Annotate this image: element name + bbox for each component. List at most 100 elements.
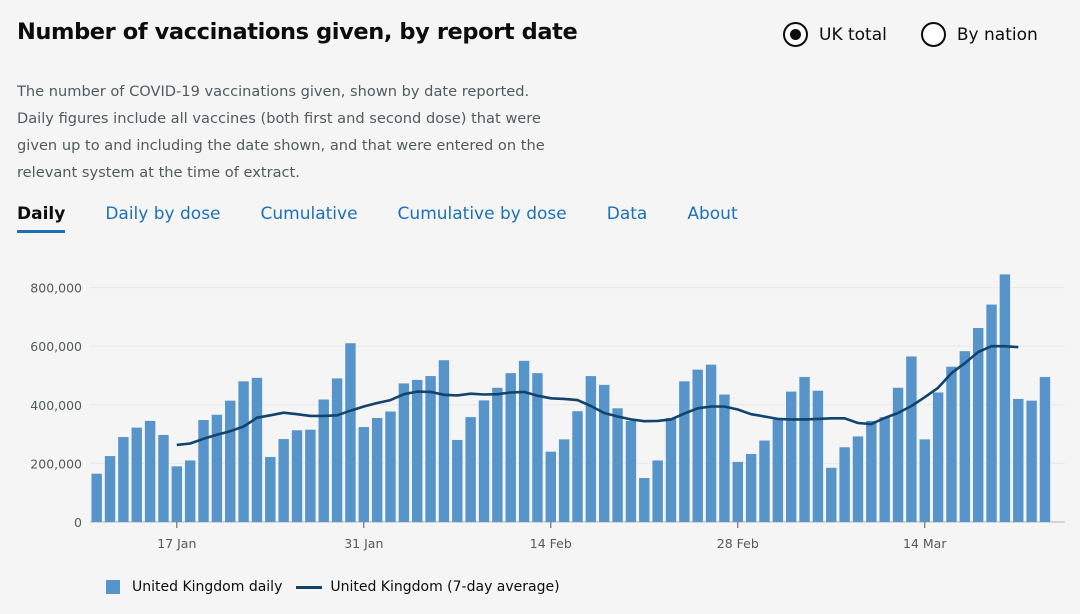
- bar: [184, 460, 196, 522]
- tab-about[interactable]: About: [687, 204, 738, 224]
- bar: [652, 460, 663, 522]
- bar: [719, 394, 730, 522]
- bar: [679, 381, 690, 522]
- average-line: [176, 344, 1019, 447]
- bar: [732, 461, 743, 522]
- page-title: Number of vaccinations given, by report …: [17, 19, 578, 45]
- bar: [879, 417, 890, 522]
- bar: [839, 447, 850, 522]
- bar: [438, 360, 450, 522]
- bar: [318, 399, 329, 522]
- bar: [305, 429, 316, 522]
- bar: [278, 439, 289, 522]
- x-tick-label: 31 Jan: [344, 536, 383, 551]
- bar: [158, 434, 169, 522]
- y-tick-label: 0: [74, 515, 82, 530]
- x-tick-label: 14 Mar: [903, 536, 947, 551]
- bar: [612, 408, 623, 522]
- bar: [772, 419, 784, 522]
- bar: [331, 378, 343, 522]
- radio-checked-icon: [783, 22, 808, 47]
- x-tick-label: 14 Feb: [530, 536, 572, 551]
- bar-swatch-icon: [106, 580, 120, 594]
- bar: [705, 364, 717, 522]
- bar: [639, 478, 650, 522]
- bar: [625, 420, 637, 522]
- bar: [465, 417, 476, 522]
- x-tick-label: 17 Jan: [157, 536, 196, 551]
- bar: [505, 373, 516, 522]
- bar: [478, 400, 490, 522]
- bar: [812, 390, 824, 522]
- bar: [198, 420, 209, 522]
- bar: [532, 373, 543, 522]
- legend-label-daily: United Kingdom daily: [132, 579, 283, 595]
- bar: [371, 417, 383, 522]
- bar: [425, 376, 436, 522]
- vaccinations-chart: 0 200,000 400,000 600,000 800,000 17 Jan 31 Ja…: [30, 274, 1065, 551]
- y-tick-label: 400,000: [30, 398, 82, 413]
- bar: [398, 383, 410, 522]
- bar: [826, 467, 837, 522]
- bar: [785, 391, 797, 522]
- tab-daily-by-dose[interactable]: Daily by dose: [105, 204, 221, 224]
- bar: [906, 356, 917, 522]
- bar: [251, 377, 263, 522]
- bar: [104, 456, 116, 522]
- bar: [211, 414, 223, 522]
- bar: [599, 384, 610, 522]
- bar: [799, 376, 810, 522]
- radio-unchecked-icon: [920, 22, 946, 47]
- bar: [492, 387, 503, 522]
- bar: [946, 366, 957, 522]
- bar: [171, 466, 183, 522]
- y-tick-label: 800,000: [30, 281, 82, 296]
- bar: [131, 427, 142, 522]
- chart-tabs: Daily Daily by dose Cumulative Cumulativ…: [17, 204, 778, 233]
- bar: [452, 439, 463, 522]
- bar: [545, 451, 556, 522]
- view-toggle: UK total By nation: [783, 22, 1072, 47]
- tab-cumulative[interactable]: Cumulative: [260, 204, 358, 224]
- bar: [91, 473, 102, 522]
- y-tick-label: 200,000: [30, 456, 82, 471]
- bar: [1013, 398, 1024, 522]
- uk-total-radio[interactable]: UK total: [783, 22, 887, 47]
- bar: [118, 437, 129, 522]
- uk-total-label: UK total: [819, 24, 887, 45]
- bar: [345, 343, 356, 522]
- bar: [1026, 400, 1037, 522]
- bar: [745, 454, 757, 522]
- x-tick-label: 28 Feb: [717, 536, 759, 551]
- bar: [932, 392, 944, 522]
- bar: [518, 360, 530, 522]
- bar: [919, 439, 930, 522]
- chart-description: The number of COVID-19 vaccinations give…: [17, 83, 545, 181]
- chart-legend: United Kingdom daily United Kingdom (7-d…: [106, 579, 574, 595]
- tab-data[interactable]: Data: [606, 204, 648, 224]
- by-nation-radio[interactable]: By nation: [920, 22, 1038, 47]
- bar: [986, 304, 997, 522]
- bar: [959, 351, 971, 522]
- bar: [585, 376, 597, 522]
- legend-label-average: United Kingdom (7-day average): [330, 579, 560, 595]
- legend-item-daily[interactable]: United Kingdom daily: [106, 579, 282, 595]
- bar: [225, 400, 236, 522]
- bar: [144, 420, 156, 522]
- bar: [1039, 376, 1051, 522]
- bar: [892, 387, 904, 522]
- legend-item-average[interactable]: United Kingdom (7-day average): [296, 579, 560, 595]
- bar: [385, 411, 396, 522]
- bar: [759, 440, 770, 522]
- line-swatch-icon: [296, 585, 323, 589]
- bar: [238, 381, 249, 522]
- tab-cumulative-by-dose[interactable]: Cumulative by dose: [397, 204, 567, 224]
- bar: [358, 427, 370, 522]
- bar: [692, 369, 703, 522]
- bar: [852, 436, 864, 522]
- tab-daily[interactable]: Daily: [17, 204, 66, 233]
- bar: [265, 456, 276, 522]
- bar: [572, 411, 583, 522]
- bar: [558, 439, 570, 522]
- bar: [866, 420, 877, 522]
